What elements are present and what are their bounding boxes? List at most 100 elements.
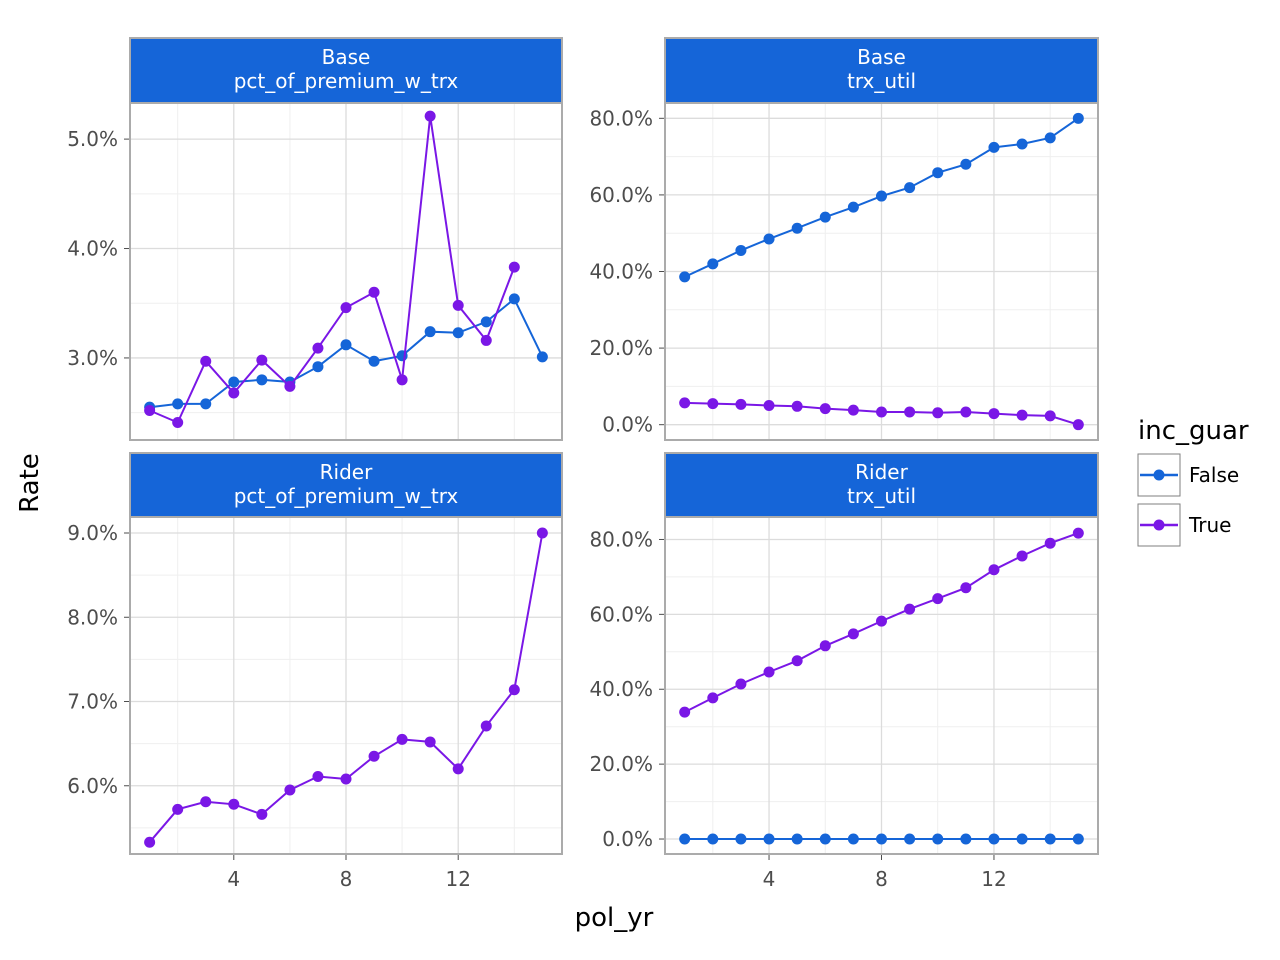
y-tick-label: 0.0%: [602, 413, 653, 437]
data-point-true: [904, 406, 916, 418]
data-point-false: [904, 833, 916, 845]
data-point-true: [791, 655, 803, 667]
data-point-false: [368, 355, 380, 367]
data-point-false: [312, 361, 324, 373]
data-point-false: [988, 833, 1000, 845]
data-point-false: [480, 316, 492, 328]
y-tick-label: 4.0%: [67, 237, 118, 261]
data-point-true: [424, 736, 436, 748]
data-point-true: [679, 706, 691, 718]
data-point-true: [904, 603, 916, 615]
data-point-false: [707, 258, 719, 270]
data-point-true: [200, 355, 212, 367]
data-point-true: [960, 406, 972, 418]
y-tick-label: 60.0%: [589, 183, 653, 207]
x-tick-label: 8: [340, 867, 353, 891]
data-point-true: [707, 692, 719, 704]
data-point-true: [256, 354, 268, 366]
y-tick-label: 0.0%: [602, 827, 653, 851]
panel-border: [664, 102, 1099, 441]
data-point-true: [988, 408, 1000, 420]
panel-border: [664, 516, 1099, 855]
series-line-true: [149, 115, 516, 424]
data-point-false: [172, 398, 184, 410]
data-point-true: [172, 803, 184, 815]
data-point-true: [1072, 527, 1084, 539]
strip-label: trx_util: [847, 484, 916, 508]
strip-label: Base: [322, 45, 371, 69]
data-point-true: [1044, 537, 1056, 549]
data-point-true: [1044, 410, 1056, 422]
facet-strip: [664, 452, 1099, 518]
data-point-true: [1072, 419, 1084, 431]
data-point-true: [144, 836, 156, 848]
strip-label: trx_util: [847, 69, 916, 93]
data-point-true: [228, 387, 240, 399]
data-point-true: [988, 564, 1000, 576]
data-point-true: [228, 798, 240, 810]
y-tick-label: 80.0%: [589, 106, 653, 130]
data-point-false: [763, 833, 775, 845]
data-point-false: [791, 222, 803, 234]
data-point-false: [932, 167, 944, 179]
strip-label: Rider: [320, 460, 373, 484]
data-point-true: [200, 796, 212, 808]
data-point-false: [536, 351, 548, 363]
data-point-true: [847, 404, 859, 416]
data-point-false: [1072, 112, 1084, 124]
legend: inc_guar False True: [1137, 416, 1249, 547]
data-point-true: [679, 397, 691, 409]
data-point-true: [735, 678, 747, 690]
data-point-true: [256, 808, 268, 820]
legend-label: True: [1188, 513, 1231, 537]
data-point-false: [988, 141, 1000, 153]
data-point-false: [847, 833, 859, 845]
data-point-true: [508, 684, 520, 696]
data-point-true: [340, 302, 352, 314]
y-tick-label: 6.0%: [67, 774, 118, 798]
data-point-true: [396, 733, 408, 745]
data-point-false: [1016, 138, 1028, 150]
data-point-false: [735, 833, 747, 845]
x-tick-label: 12: [981, 867, 1006, 891]
data-point-true: [735, 398, 747, 410]
data-point-true: [340, 773, 352, 785]
strip-label: pct_of_premium_w_trx: [234, 69, 459, 93]
data-point-false: [679, 833, 691, 845]
data-point-true: [791, 400, 803, 412]
y-tick-label: 80.0%: [589, 527, 653, 551]
data-point-true: [763, 400, 775, 412]
y-tick-label: 9.0%: [67, 521, 118, 545]
data-point-true: [819, 403, 831, 415]
panel-border: [129, 516, 563, 855]
y-tick-label: 7.0%: [67, 690, 118, 714]
legend-key-point: [1153, 469, 1165, 481]
data-point-true: [284, 380, 296, 392]
data-point-false: [228, 376, 240, 388]
data-point-false: [735, 244, 747, 256]
data-point-false: [424, 326, 436, 338]
data-point-true: [819, 640, 831, 652]
y-tick-label: 60.0%: [589, 602, 653, 626]
data-point-true: [424, 110, 436, 122]
data-point-false: [876, 833, 887, 845]
data-point-true: [284, 784, 296, 796]
strip-label: pct_of_premium_w_trx: [234, 484, 459, 508]
x-tick-label: 8: [875, 867, 888, 891]
facet-strip: [129, 37, 563, 104]
data-point-true: [172, 416, 184, 428]
y-tick-label: 40.0%: [589, 260, 653, 284]
data-point-false: [679, 271, 691, 283]
facet-strip: [664, 37, 1099, 104]
legend-title: inc_guar: [1138, 416, 1249, 446]
data-point-false: [763, 233, 775, 245]
y-tick-label: 3.0%: [67, 346, 118, 370]
x-tick-label: 4: [227, 867, 240, 891]
data-point-false: [819, 833, 831, 845]
legend-label: False: [1189, 463, 1239, 487]
y-axis-title: Rate: [15, 453, 45, 513]
data-point-true: [932, 407, 944, 419]
